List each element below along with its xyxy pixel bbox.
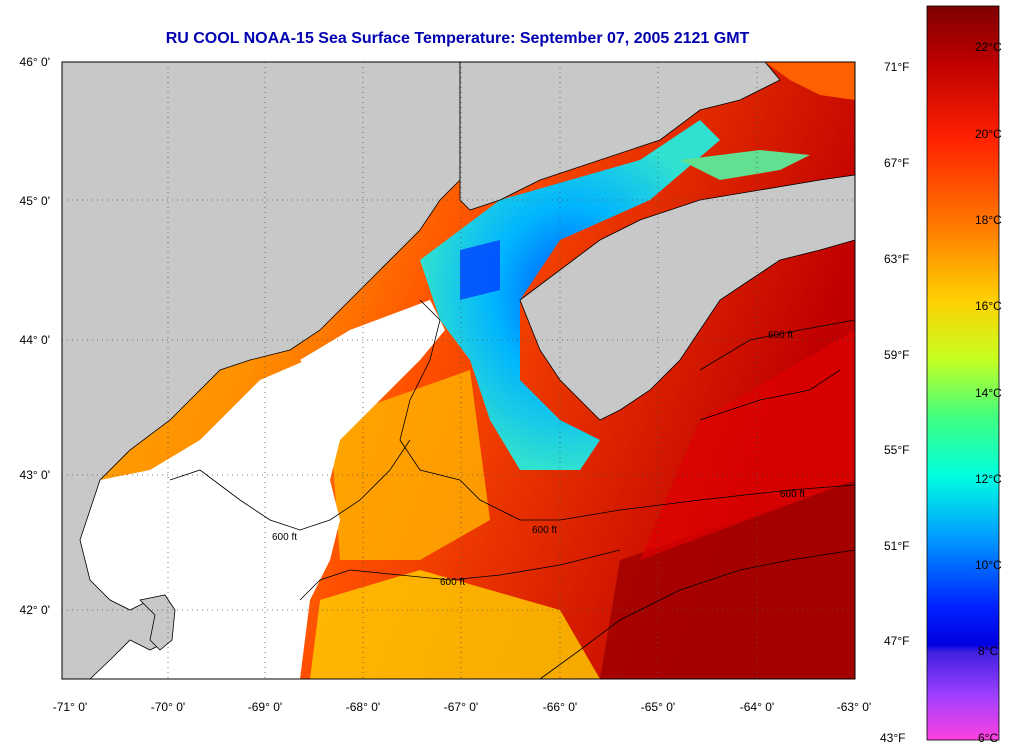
contour-label: 600 ft [780,489,805,500]
lon-label: -66° 0' [542,700,578,714]
land-new-england [61,61,461,680]
depth-contours [169,299,856,680]
lon-label: -63° 0' [836,700,872,714]
lon-label: -71° 0' [52,700,88,714]
cool-shelf-water [310,570,600,679]
cloud-cover [62,300,445,679]
colorbar-c-label: 8°C [978,644,999,658]
colorbar-f-label: 71°F [884,60,910,74]
colorbar-c-label: 6°C [978,731,999,745]
lat-label: 43° 0' [19,468,50,482]
colorbar-f-label: 67°F [884,156,910,170]
colorbar-c-label: 18°C [975,213,1002,227]
lat-label: 46° 0' [19,55,50,69]
cape-cod [139,594,176,651]
lat-label: 44° 0' [19,333,50,347]
contour-label: 600 ft [532,525,557,536]
contour-label: 600 ft [272,532,297,543]
lon-label: -70° 0' [150,700,186,714]
colorbar-c-label: 22°C [975,40,1002,54]
contour-label: 600 ft [440,577,465,588]
colorbar-f-label: 55°F [884,443,910,457]
lat-label: 42° 0' [19,603,50,617]
lat-label: 45° 0' [19,194,50,208]
lon-label: -67° 0' [443,700,479,714]
cold-water-plume [420,120,720,470]
colorbar-f-label: 47°F [884,634,910,648]
lon-label: -69° 0' [247,700,283,714]
colorbar-c-label: 12°C [975,472,1002,486]
colorbar-c-label: 10°C [975,558,1002,572]
colorbar [926,5,1000,741]
contour-labels: 600 ft 600 ft 600 ft 600 ft 600 ft [272,330,805,588]
colorbar-c-label: 16°C [975,299,1002,313]
colorbar-c-label: 20°C [975,127,1002,141]
colorbar-f-label: 51°F [884,539,910,553]
lon-label: -68° 0' [345,700,381,714]
map-title: RU COOL NOAA-15 Sea Surface Temperature:… [165,30,750,47]
contour-label: 600 ft [768,330,793,341]
graticule [62,62,855,679]
land-new-brunswick [459,61,781,211]
colorbar-f-label: 59°F [884,348,910,362]
colorbar-c-label: 14°C [975,386,1002,400]
warm-water-region [600,480,855,679]
colorbar-f-label: 63°F [884,252,910,266]
colorbar-f-label: 43°F [880,731,906,745]
land-nova-scotia [519,174,856,421]
lon-label: -65° 0' [640,700,676,714]
lon-label: -64° 0' [739,700,775,714]
map-frame [61,61,856,680]
